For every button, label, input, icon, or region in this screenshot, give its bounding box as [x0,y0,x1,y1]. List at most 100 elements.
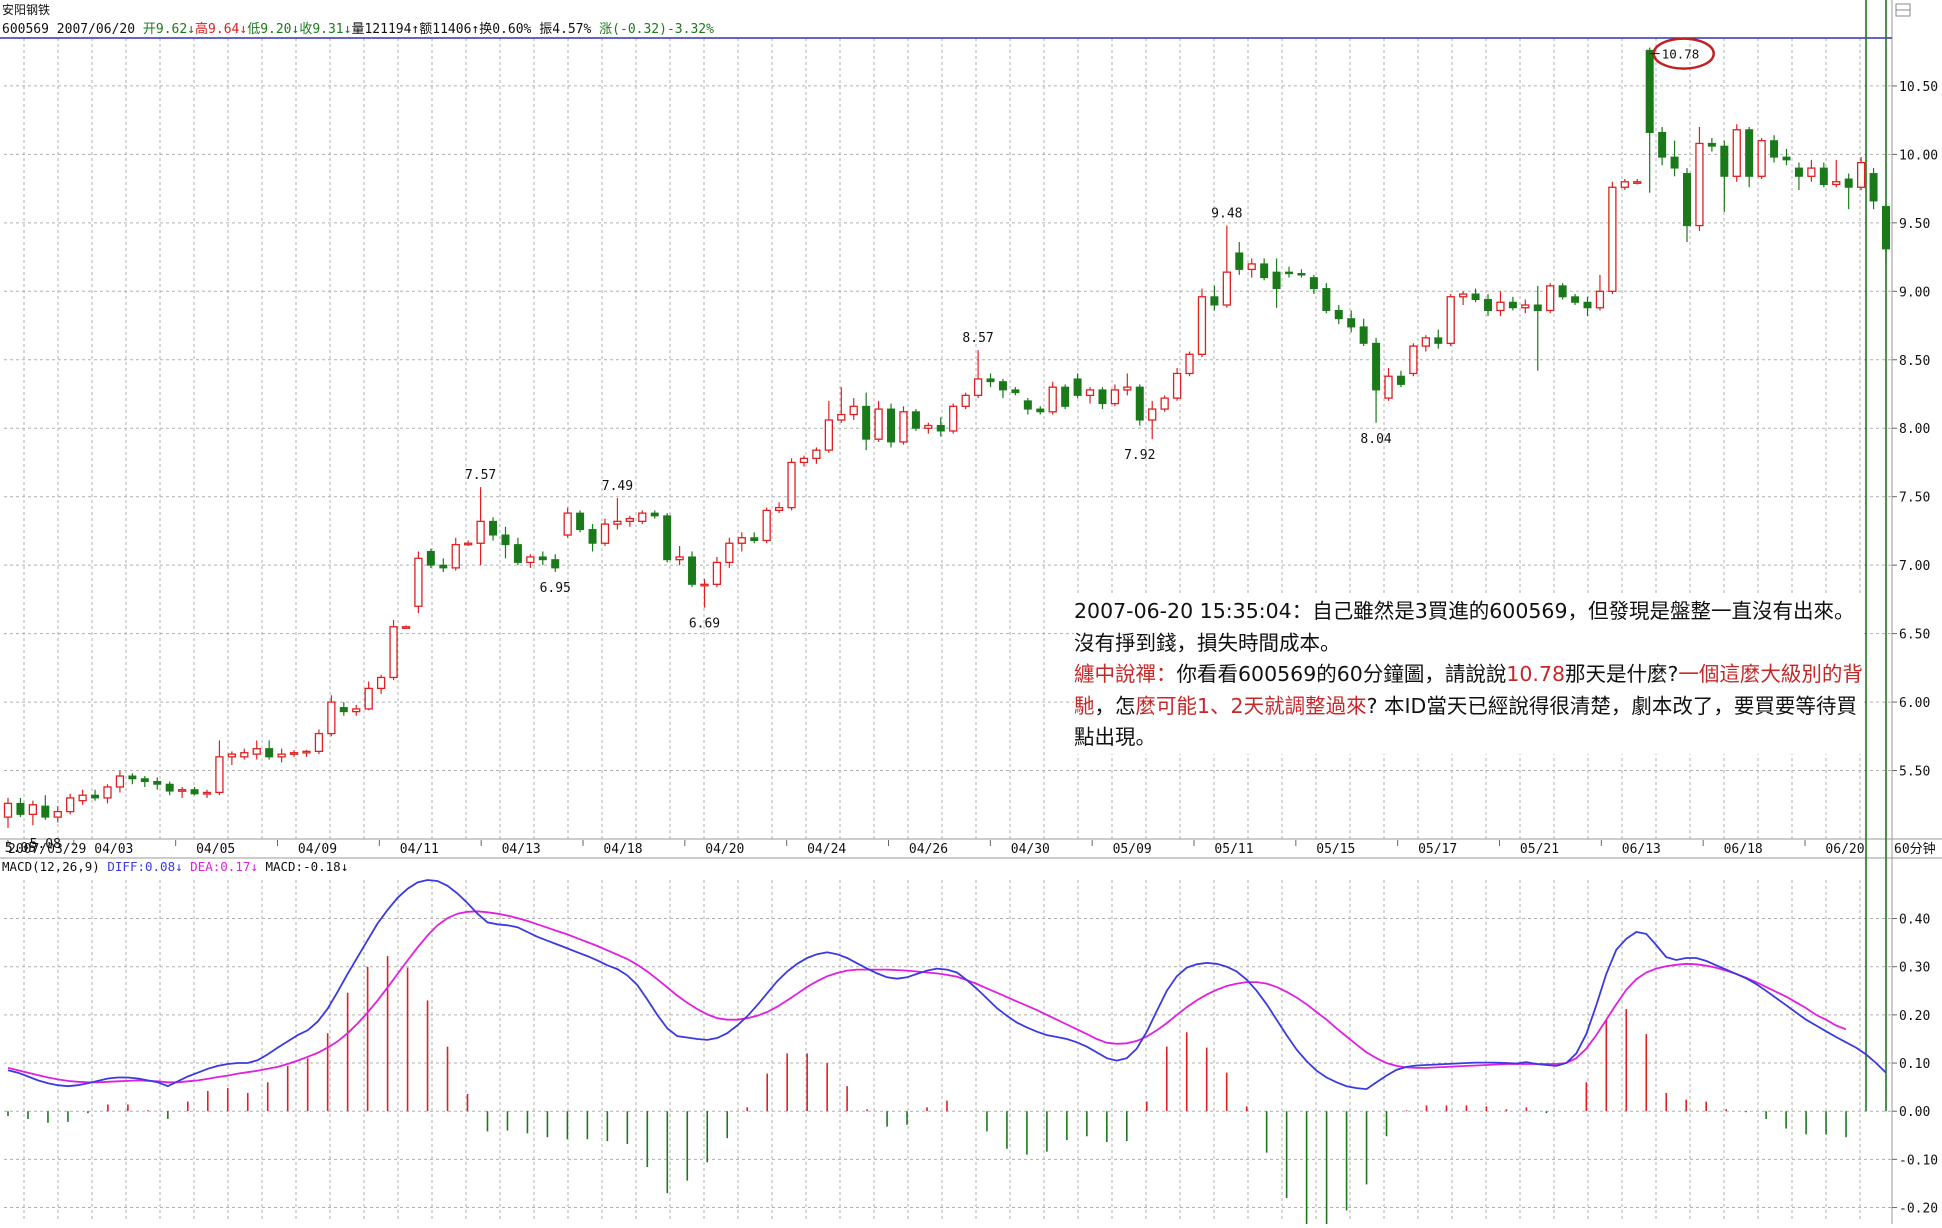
candle [1285,266,1294,278]
time-tick-label: 04/30 [1011,842,1050,857]
window-corner-icon[interactable] [1895,3,1911,17]
candle [103,784,112,804]
candle [364,681,373,711]
candle [1794,162,1803,190]
candle [887,403,896,448]
price-tick-label: 8.00 [1899,422,1930,437]
price-tick-label: 9.50 [1899,217,1930,232]
time-tick-label: 2007/03/29 [8,842,86,857]
candle [998,378,1007,399]
time-tick-label: 04/18 [603,842,642,857]
period-label[interactable]: 60分钟 [1894,841,1936,857]
time-tick-label: 04/05 [196,842,235,857]
candle [265,740,274,760]
candle [1085,387,1095,404]
note-author-label: 纏中說禪： [1074,662,1177,686]
candle [1023,398,1032,415]
candle [1409,343,1418,377]
candle [1260,258,1269,281]
candle [1396,370,1405,388]
note-line2b: 那天是什麼? [1565,662,1679,686]
candle [576,510,585,533]
price-tick-label: 6.00 [1899,696,1930,711]
annotation-label: 5.05 [5,841,36,856]
candle [140,776,149,787]
macd-axis: 0.40 0.30 0.20 0.10 0.00 -0.10 -0.20 [1892,913,1938,1217]
macd-histogram [7,0,1887,1227]
candle [526,554,535,568]
time-tick-label: 04/26 [909,842,948,857]
candle [1235,242,1244,275]
candle [1484,294,1493,316]
candle [1036,406,1045,415]
quote-turnover: 换0.60% [479,22,531,37]
candle [513,537,522,566]
candle [1110,384,1120,407]
candle [712,556,722,588]
candle [737,532,746,552]
candle [1222,225,1231,308]
quote-high: 高9.64↓ [195,21,247,37]
note-line2f: ? 本ID當天已經說得很清楚，劇本改了，要買要等待買點出現。 [1074,693,1857,750]
candle [215,740,224,796]
time-tick-label: 04/13 [502,842,541,857]
candle [1546,283,1555,314]
candle [53,806,62,823]
macd-tick-label: -0.10 [1899,1153,1938,1168]
candle [949,403,958,434]
candle [1670,140,1679,177]
candle [973,350,983,399]
candle [1819,162,1828,188]
candle [115,770,125,793]
quote-close: 收9.31↓ [299,22,351,37]
candle [128,773,137,785]
macd-title: MACD(12,26,9) [2,859,100,874]
candle [1073,373,1082,399]
annotation-label: 7.92 [1124,448,1155,463]
price-axis: 10.50 10.00 9.50 9.00 8.50 8.00 7.50 7.00 6.50 6.… [1892,80,1938,780]
candle [302,750,311,757]
time-tick-label: 05/11 [1214,842,1253,857]
price-tick-label: 9.00 [1899,285,1930,300]
candle [464,540,473,546]
time-axis: 2007/03/29 04/03 04/05 04/09 04/11 04/13 04/18… [7,840,1865,857]
candle [91,789,100,801]
macd-tick-label: 0.10 [1899,1057,1930,1072]
candle [1098,387,1107,410]
candle [1322,283,1331,314]
note-line2e: 麼可能1、2天就調整過來 [1135,693,1367,718]
candle [1832,159,1841,188]
time-tick-label: 04/20 [705,842,744,857]
candle [389,619,398,681]
candle [638,510,647,525]
candle [1658,127,1667,166]
candle [874,400,883,442]
candle [41,795,50,820]
diff-line [7,879,1887,1091]
candle [1583,296,1592,316]
time-tick-label: 05/21 [1520,842,1559,857]
candle [787,458,796,511]
stock-name: 安阳钢铁 [2,2,50,17]
annotation-label: 9.48 [1211,207,1242,222]
candle [675,545,684,566]
macd-tick-label: 0.30 [1899,961,1930,976]
candle [3,797,13,829]
candle [1732,124,1741,182]
price-tick-label: 7.00 [1899,559,1930,574]
candle [1707,137,1716,152]
time-tick-label: 06/20 [1825,842,1864,857]
candle [1856,157,1866,190]
candle [16,797,25,818]
candle [700,578,709,608]
quote-date: 2007/06/20 [57,22,135,37]
annotation-label: 6.69 [689,617,720,632]
candle [439,558,448,572]
candle [1844,173,1853,210]
candle [190,786,199,796]
candle [1421,335,1430,352]
commentary-note: 2007-06-20 15:35:04：自己雖然是3買進的600569，但發現是… [1074,596,1864,754]
note-line2d: ，怎 [1094,693,1136,718]
note-line2c: 一個這麼大級別的背馳 [1074,662,1863,718]
macd-tick-label: 0.40 [1899,913,1930,928]
